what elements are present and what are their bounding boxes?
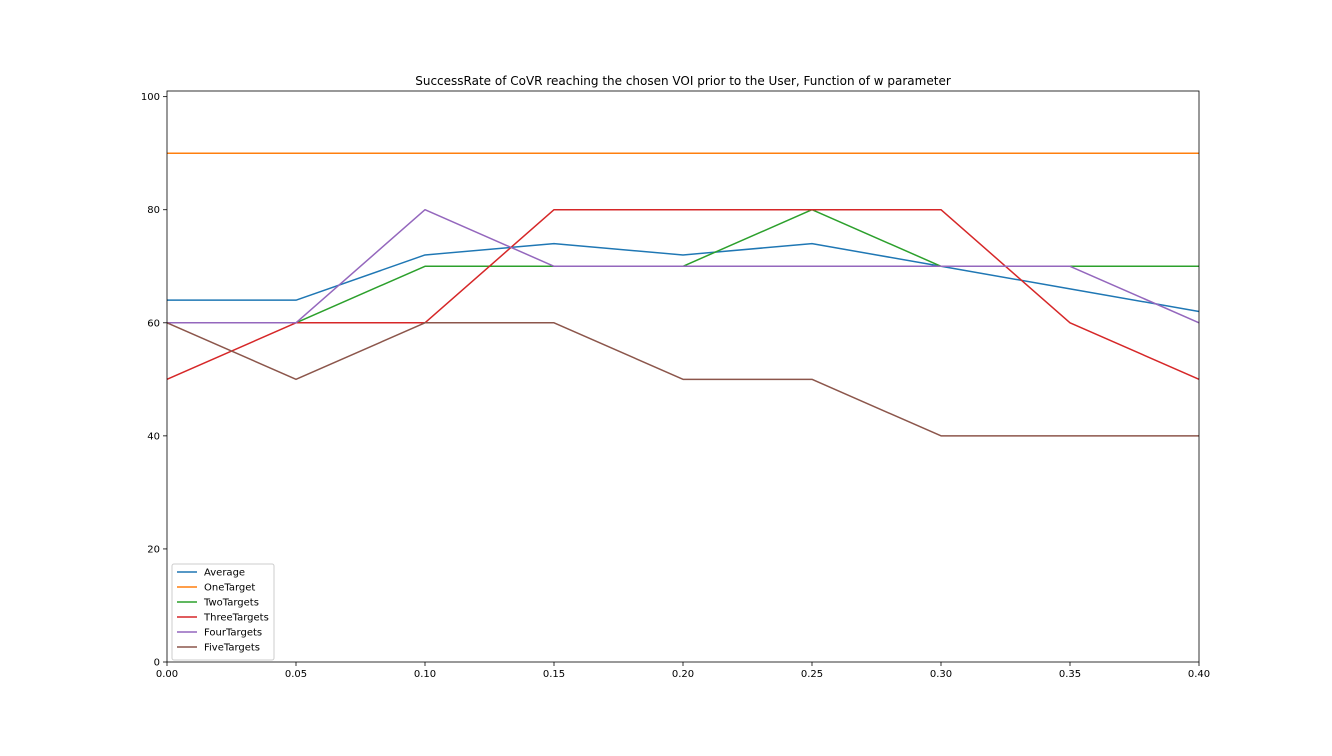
axes-layer: 0.00 0.05 0.10 0.15 0.20 0.25 0.30 0.35 0.40 0 20 4… xyxy=(141,90,1210,680)
legend-label-fourtargets: FourTargets xyxy=(204,628,262,639)
series-line-fourtargets xyxy=(167,208,1200,324)
y-tick-label: 60 xyxy=(147,318,160,329)
series-layer xyxy=(166,152,1200,437)
series-line-threetargets xyxy=(166,208,1200,381)
y-tick-label: 20 xyxy=(147,544,160,555)
legend-label-fivetargets: FiveTargets xyxy=(204,643,260,654)
x-tick-label: 0.15 xyxy=(543,669,565,680)
series-line-average xyxy=(167,242,1200,313)
plot-frame xyxy=(166,90,1200,663)
x-tick-label: 0.40 xyxy=(1188,669,1210,680)
chart-title: SuccessRate of CoVR reaching the chosen … xyxy=(415,74,951,88)
legend-box xyxy=(171,563,275,661)
x-tick-label: 0.00 xyxy=(156,669,178,680)
legend-label-threetargets: ThreeTargets xyxy=(203,613,269,624)
x-tick-label: 0.30 xyxy=(930,669,952,680)
legend-label-twotargets: TwoTargets xyxy=(203,598,259,609)
y-tick-label: 0 xyxy=(154,658,160,669)
y-tick-label: 40 xyxy=(147,431,160,442)
legend: Average OneTarget TwoTargets ThreeTargets Fo… xyxy=(171,563,275,661)
x-tick-label: 0.25 xyxy=(801,669,823,680)
x-tick-label: 0.05 xyxy=(285,669,307,680)
series-line-fivetargets xyxy=(166,322,1199,437)
x-tick-label: 0.35 xyxy=(1059,669,1081,680)
y-tick-label: 80 xyxy=(147,205,160,216)
y-tick-label: 100 xyxy=(141,92,160,103)
legend-label-average: Average xyxy=(204,568,245,579)
legend-label-onetarget: OneTarget xyxy=(204,583,255,594)
x-tick-label: 0.20 xyxy=(672,669,694,680)
x-tick-label: 0.10 xyxy=(414,669,436,680)
